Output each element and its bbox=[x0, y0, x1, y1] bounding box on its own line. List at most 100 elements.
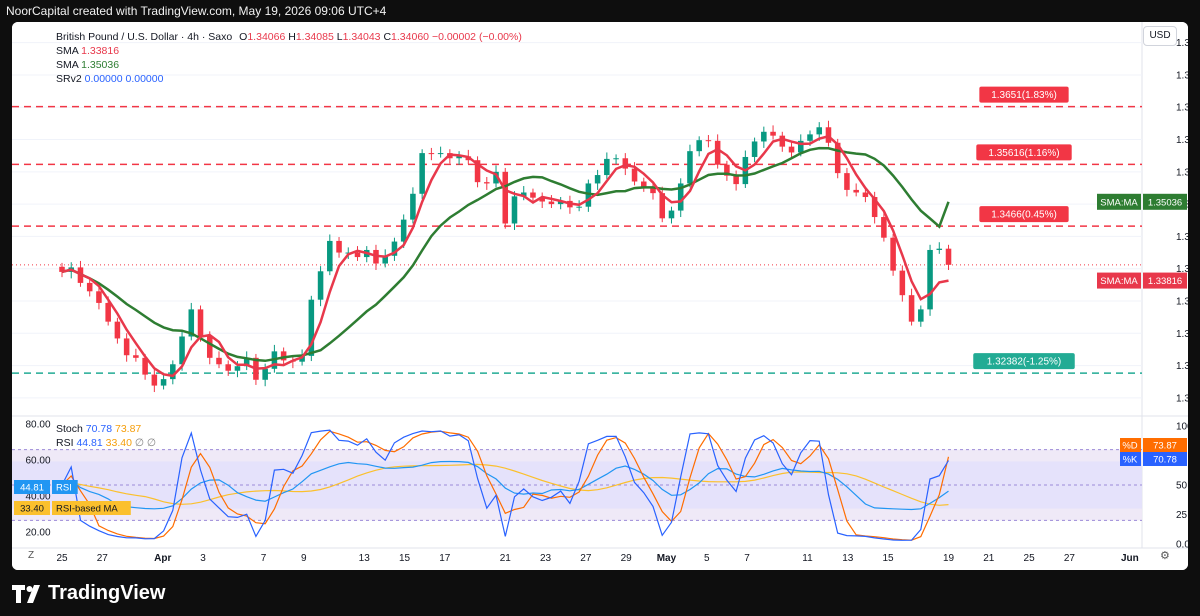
axis-badge-label: SMA:MA bbox=[1100, 276, 1138, 287]
price-tick-label: 1.36500 bbox=[1176, 103, 1188, 114]
chart-canvas[interactable]: 1.37500 1.37000 1.36500 1.36000 1.35500 1.350… bbox=[12, 22, 1188, 570]
price-legend: British Pound / U.S. Dollar · 4h · Saxo … bbox=[56, 30, 522, 86]
candle-body bbox=[428, 153, 435, 155]
resistance-label-box bbox=[979, 86, 1069, 103]
candle-body bbox=[188, 309, 195, 337]
stoch-k-line bbox=[61, 429, 950, 541]
stoch-row[interactable]: Stoch 70.78 73.87 bbox=[56, 422, 156, 436]
candle-body bbox=[511, 196, 518, 224]
candle-body bbox=[714, 140, 721, 165]
candle-body bbox=[391, 241, 398, 256]
candle-body bbox=[502, 171, 509, 224]
indicator-badge-label-box bbox=[1120, 452, 1141, 466]
candle-body bbox=[299, 355, 305, 362]
sma-slow-row[interactable]: SMA 1.35036 bbox=[56, 58, 522, 72]
candle-body bbox=[613, 158, 619, 160]
price-tick-label: 1.33000 bbox=[1176, 329, 1188, 340]
time-tick-label: 13 bbox=[842, 553, 854, 564]
time-tick-label: 17 bbox=[439, 553, 451, 564]
symbol-row[interactable]: British Pound / U.S. Dollar · 4h · Saxo … bbox=[56, 30, 522, 44]
candle-body bbox=[871, 197, 878, 218]
candle-body bbox=[216, 357, 222, 365]
gear-icon[interactable]: ⚙ bbox=[1160, 550, 1170, 562]
resistance-label: 1.35616(1.16%) bbox=[988, 148, 1059, 159]
rsi-ma-value: 33.40 bbox=[105, 437, 132, 449]
candle-body bbox=[262, 368, 268, 380]
time-tick-label: 5 bbox=[704, 553, 710, 564]
candle-body bbox=[114, 321, 121, 339]
symbol-title[interactable]: British Pound / U.S. Dollar · 4h · Saxo bbox=[56, 31, 233, 43]
candle-body bbox=[474, 160, 481, 183]
candle-body bbox=[881, 217, 887, 238]
rsi-badge-label: RSI-based MA bbox=[56, 504, 118, 515]
indicator-tick-label-left: 80.00 bbox=[25, 420, 50, 431]
candle-body bbox=[484, 182, 490, 184]
candle-body bbox=[641, 181, 647, 187]
indicator-tick-label-right: 100.00 bbox=[1176, 422, 1188, 433]
tradingview-logo-icon bbox=[12, 584, 40, 603]
candle-body bbox=[317, 271, 324, 300]
candle-body bbox=[206, 336, 213, 358]
rsi-badge-value: 33.40 bbox=[20, 504, 44, 515]
candle-body bbox=[945, 248, 952, 265]
support-label: 1.32382(-1.25%) bbox=[987, 357, 1062, 368]
candle-body bbox=[105, 302, 111, 322]
time-tick-label: 25 bbox=[56, 553, 68, 564]
candle-body bbox=[936, 248, 943, 250]
candle-body bbox=[59, 266, 65, 272]
price-tick-label: 1.33500 bbox=[1176, 296, 1188, 307]
time-tick-label: 25 bbox=[1024, 553, 1036, 564]
time-tick-label: 11 bbox=[802, 553, 813, 564]
srv2-value-a: 0.00000 bbox=[84, 73, 123, 85]
time-tick-label: 23 bbox=[540, 553, 552, 564]
price-tick-label: 1.35500 bbox=[1176, 167, 1188, 178]
price-tick-label: 1.37500 bbox=[1176, 38, 1188, 49]
srv2-row[interactable]: SRv2 0.00000 0.00000 bbox=[56, 72, 522, 86]
candle-body bbox=[308, 299, 315, 356]
indicator-tick-label-right: 50.00 bbox=[1176, 481, 1188, 492]
tradingview-logo[interactable]: TradingView bbox=[12, 582, 165, 605]
candle-body bbox=[705, 140, 712, 142]
candle-body bbox=[696, 140, 702, 152]
price-tick-label: 1.37000 bbox=[1176, 70, 1188, 81]
candle-body bbox=[890, 237, 896, 271]
axis-badge-label-box bbox=[1097, 193, 1141, 210]
resistance-label: 1.3466(0.45%) bbox=[991, 210, 1057, 221]
time-tick-label: 15 bbox=[399, 553, 411, 564]
candle-body bbox=[918, 309, 924, 322]
srv2-label: SRv2 bbox=[56, 73, 82, 85]
rsi-row[interactable]: RSI 44.81 33.40 ∅ ∅ bbox=[56, 436, 156, 450]
rsi-badge-value: 44.81 bbox=[20, 483, 44, 494]
candle-body bbox=[133, 355, 139, 358]
time-tick-label: 27 bbox=[1064, 553, 1076, 564]
candle-body bbox=[280, 351, 287, 361]
zoom-hint[interactable]: Z bbox=[28, 550, 35, 561]
candle-body bbox=[179, 336, 185, 365]
candle-body bbox=[520, 192, 527, 197]
change-value: −0.00002 (−0.00%) bbox=[431, 31, 522, 43]
candle-body bbox=[539, 197, 545, 202]
candle-body bbox=[327, 240, 333, 272]
indicator-legend: Stoch 70.78 73.87 RSI 44.81 33.40 ∅ ∅ bbox=[56, 422, 156, 450]
rsi-badge-label-box bbox=[52, 501, 131, 515]
candle-body bbox=[779, 135, 786, 147]
time-tick-label: 21 bbox=[500, 553, 512, 564]
sma-fast-value: 1.33816 bbox=[81, 45, 120, 57]
candle-body bbox=[770, 131, 776, 136]
currency-button[interactable]: USD bbox=[1143, 26, 1177, 46]
candle-body bbox=[410, 193, 416, 220]
time-tick-label: 7 bbox=[261, 553, 267, 564]
candle-body bbox=[419, 153, 425, 194]
price-tick-label: 1.32500 bbox=[1176, 361, 1188, 372]
time-tick-label: 27 bbox=[97, 553, 109, 564]
rsi-line bbox=[61, 460, 949, 511]
candle-body bbox=[751, 141, 758, 157]
sma-fast-row[interactable]: SMA 1.33816 bbox=[56, 44, 522, 58]
top-bar: NoorCapital created with TradingView.com… bbox=[0, 0, 1200, 22]
time-tick-label: 7 bbox=[744, 553, 750, 564]
axis-badge-value: 1.35036 bbox=[1148, 197, 1182, 208]
chart-frame[interactable]: 1.37500 1.37000 1.36500 1.36000 1.35500 1.350… bbox=[12, 22, 1188, 570]
indicator-badge-value-box bbox=[1143, 452, 1187, 466]
candle-body bbox=[622, 158, 629, 169]
candle-body bbox=[797, 140, 804, 153]
